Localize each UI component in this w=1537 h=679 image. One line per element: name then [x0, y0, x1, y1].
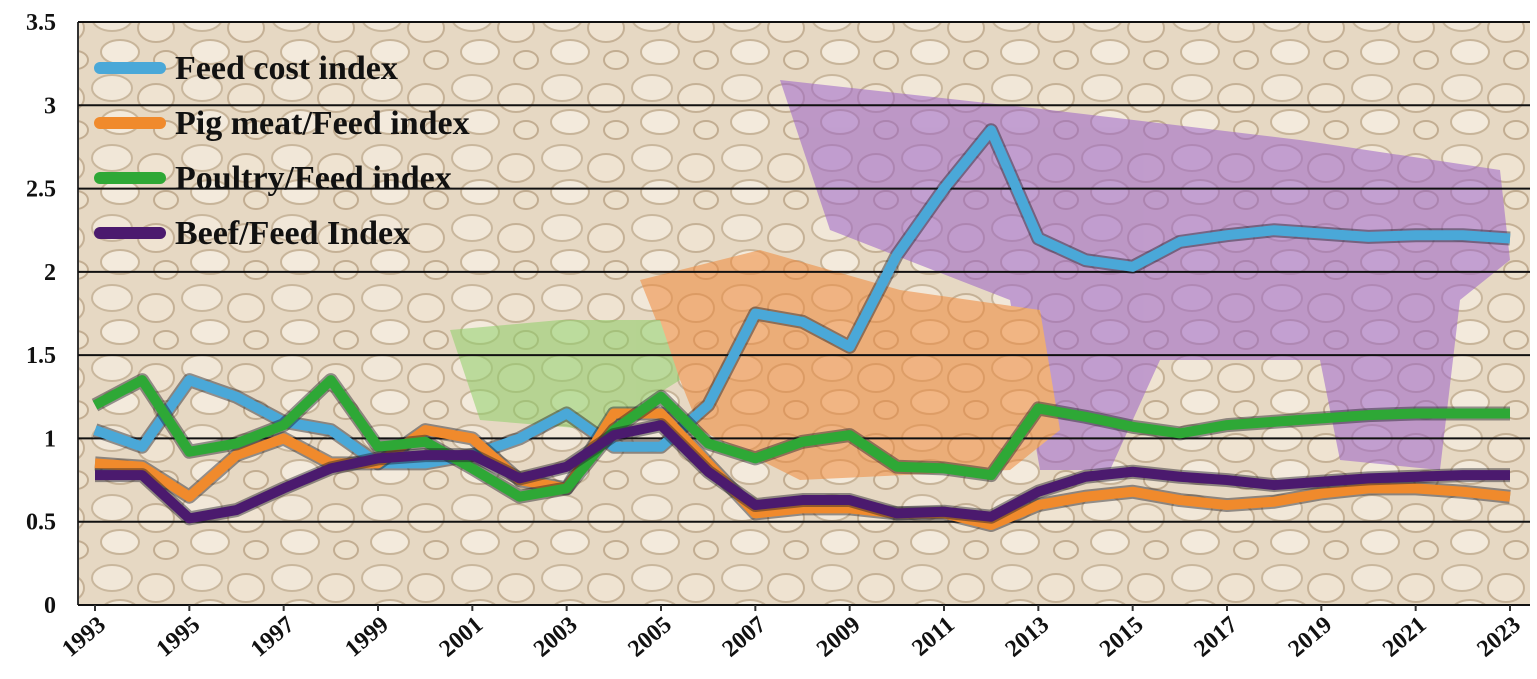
x-tick-label: 2011	[907, 612, 959, 662]
y-tick-label: 2	[44, 260, 56, 286]
pig-silhouette	[640, 250, 1060, 480]
y-tick-label: 3	[44, 93, 56, 119]
y-tick-label: 0	[44, 593, 56, 619]
x-tick-label: 1997	[246, 612, 299, 663]
x-tick-label: 2019	[1284, 612, 1337, 663]
legend-label: Pig meat/Feed index	[175, 105, 470, 142]
series-line	[92, 375, 1510, 502]
x-tick-label: 2023	[1472, 612, 1525, 663]
legend-label: Poultry/Feed index	[175, 160, 452, 197]
x-tick-label: 1999	[340, 612, 393, 663]
x-tick-label: 1993	[57, 612, 110, 663]
y-tick-label: 2.5	[26, 177, 56, 203]
y-tick-label: 0.5	[26, 510, 56, 536]
cow-silhouette	[780, 80, 1510, 470]
y-tick-label: 3.5	[26, 10, 56, 36]
x-tick-label: 2007	[718, 612, 771, 663]
legend-label: Feed cost index	[175, 50, 398, 87]
x-tick-label: 2009	[812, 612, 865, 663]
x-tick-label: 2021	[1378, 612, 1431, 663]
series-line	[95, 420, 1510, 524]
chicken-silhouette	[450, 320, 680, 430]
y-tick-label: 1	[44, 426, 56, 452]
x-tick-label: 2015	[1095, 612, 1148, 663]
x-tick-label: 2005	[623, 612, 676, 663]
background-illustration	[450, 80, 1510, 480]
x-tick-label: 2003	[529, 612, 582, 663]
x-tick-label: 2017	[1189, 612, 1242, 663]
legend-label: Beef/Feed Index	[175, 215, 410, 252]
x-tick-label: 2001	[435, 612, 488, 663]
x-tick-label: 2013	[1001, 612, 1054, 663]
y-tick-label: 1.5	[26, 343, 56, 369]
x-tick-label: 1995	[152, 612, 205, 663]
series-line	[93, 125, 1511, 469]
